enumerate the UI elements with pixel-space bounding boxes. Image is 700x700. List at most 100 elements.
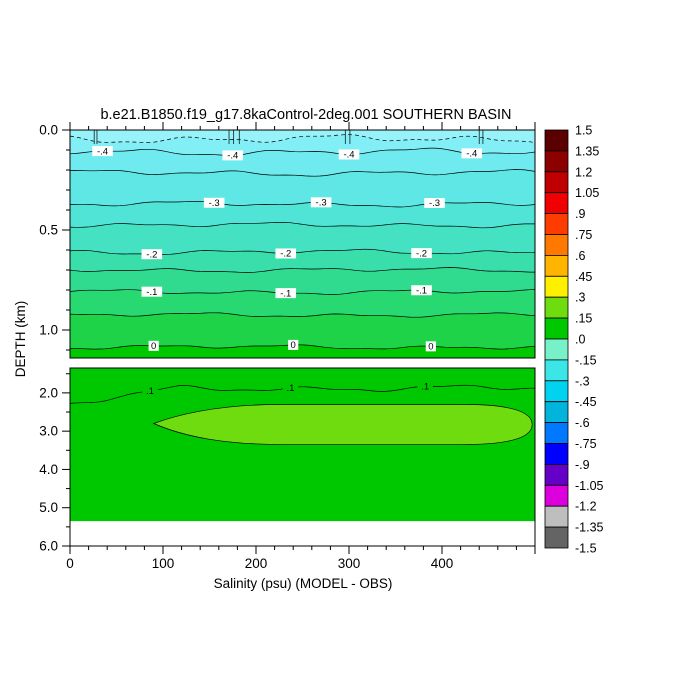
colorbar-box bbox=[544, 443, 569, 465]
colorbar-label: 1.2 bbox=[575, 165, 592, 179]
tick-label: 300 bbox=[338, 556, 361, 571]
colorbar-box bbox=[544, 192, 569, 214]
colorbar-box bbox=[544, 317, 569, 340]
x-axis-title: Salinity (psu) (MODEL - OBS) bbox=[213, 576, 393, 591]
contour-line bbox=[70, 344, 535, 350]
colorbar-box bbox=[544, 129, 569, 152]
colorbar-label: -.3 bbox=[575, 374, 590, 388]
contour-label: -.2 bbox=[280, 249, 291, 260]
tick-label: 200 bbox=[245, 556, 268, 571]
contour-label: -.3 bbox=[429, 198, 440, 209]
axis-ticks bbox=[62, 122, 536, 554]
contour-label-box bbox=[461, 148, 483, 159]
contour-label-box bbox=[288, 339, 299, 350]
plot-title: b.e21.B1850.f19_g17.8kaControl-2deg.001 … bbox=[100, 107, 512, 123]
contour-label-box bbox=[142, 385, 158, 396]
tick-label: 3.0 bbox=[39, 424, 58, 439]
contour-label-box bbox=[141, 249, 163, 260]
colorbar-label: -.45 bbox=[575, 395, 597, 409]
fill-band bbox=[70, 312, 535, 350]
colorbar-box bbox=[544, 380, 569, 403]
contour-label-box bbox=[92, 146, 113, 157]
tick-label: 5.0 bbox=[39, 500, 58, 515]
colorbar-box bbox=[544, 484, 569, 507]
fill-band bbox=[70, 201, 535, 228]
contour-line bbox=[70, 134, 535, 143]
contour-label: .1 bbox=[146, 386, 154, 397]
tick-label: 2.0 bbox=[39, 385, 58, 400]
contour-label-box bbox=[417, 381, 433, 392]
contour-label-box bbox=[424, 198, 445, 209]
contour-line bbox=[70, 267, 535, 273]
lower-panel: .1 .1 .1 bbox=[69, 368, 535, 546]
colorbar-box bbox=[544, 296, 569, 319]
contour-label: -.3 bbox=[316, 198, 327, 209]
tick-label: 0.5 bbox=[39, 223, 58, 238]
contour-label: -.1 bbox=[146, 287, 157, 298]
lower-background bbox=[70, 368, 535, 546]
tick-label: 6.0 bbox=[39, 539, 58, 554]
contour-line bbox=[70, 221, 535, 229]
colorbar-label: .45 bbox=[575, 270, 592, 284]
contour-label-box bbox=[222, 150, 244, 161]
colorbar-box bbox=[544, 150, 569, 173]
contour-label: 0 bbox=[291, 340, 296, 351]
no-data-region bbox=[70, 521, 535, 546]
colorbar-label: 1.05 bbox=[575, 186, 599, 200]
axis-tick-labels: 0 100 200 300 400 0.0 0.5 1.0 2.0 3.0 4.0 5.0 6.0 bbox=[39, 123, 453, 572]
colorbar-box bbox=[544, 359, 569, 382]
colorbar-box bbox=[544, 463, 569, 486]
tick-label: 400 bbox=[431, 556, 454, 571]
colorbar-label: -1.35 bbox=[575, 521, 604, 535]
contour-label-box bbox=[275, 248, 297, 259]
contour-line bbox=[70, 200, 535, 208]
colorbar-label: -1.2 bbox=[575, 500, 597, 514]
colorbar-label: -1.5 bbox=[575, 542, 597, 556]
closed-contour-region bbox=[152, 404, 533, 445]
contour-label: -.2 bbox=[416, 248, 427, 259]
contour-line bbox=[70, 169, 535, 177]
fill-band bbox=[70, 289, 535, 318]
contour-label: 0 bbox=[428, 342, 433, 353]
colorbar-label: -1.05 bbox=[575, 479, 604, 493]
fill-band bbox=[70, 222, 535, 255]
colorbar-box bbox=[544, 234, 569, 256]
colorbar-box bbox=[544, 171, 569, 194]
contour-label: -.2 bbox=[146, 249, 157, 260]
colorbar-box bbox=[544, 401, 569, 424]
colorbar-box bbox=[544, 422, 569, 444]
tick-label: 4.0 bbox=[39, 462, 58, 477]
upper-panel: -.4 -.4 -.4 -.4 -.3 -.3 -.3 -.2 -.2 -.2 -.1 -.1 -.1 0… bbox=[70, 130, 535, 358]
contour-label: -.4 bbox=[343, 150, 354, 161]
contour-label-box bbox=[141, 286, 163, 297]
colorbar-label: -.75 bbox=[575, 437, 597, 451]
contour-label-box bbox=[148, 340, 159, 351]
colorbar-label: .6 bbox=[575, 249, 585, 263]
colorbar-label: .75 bbox=[575, 228, 592, 242]
colorbar-label: -.15 bbox=[575, 353, 597, 367]
contour-label: .1 bbox=[286, 383, 294, 394]
contour-label-box bbox=[275, 288, 297, 299]
colorbar-label: .0 bbox=[575, 333, 585, 347]
tick-label: 0 bbox=[66, 556, 74, 571]
contour-label: -.1 bbox=[280, 288, 291, 299]
lower-frame bbox=[69, 367, 536, 547]
colorbar-label: -.6 bbox=[575, 416, 590, 430]
upper-frame bbox=[69, 129, 536, 359]
contour-line bbox=[70, 147, 535, 156]
colorbar-box bbox=[544, 338, 569, 361]
colorbar-label: 1.5 bbox=[575, 124, 592, 138]
contour-label: -.4 bbox=[466, 149, 477, 160]
contour-label-box bbox=[411, 248, 432, 259]
fill-band bbox=[70, 169, 535, 207]
contour-label: -.4 bbox=[227, 151, 238, 162]
contour-label: .1 bbox=[421, 382, 429, 393]
contour-label: 0 bbox=[151, 341, 156, 352]
contour-label-box bbox=[425, 341, 436, 352]
colorbar-label: .3 bbox=[575, 291, 585, 305]
contour-label-box bbox=[411, 285, 432, 296]
colorbar-label: .9 bbox=[575, 207, 585, 221]
contour-label: -.4 bbox=[97, 146, 108, 157]
